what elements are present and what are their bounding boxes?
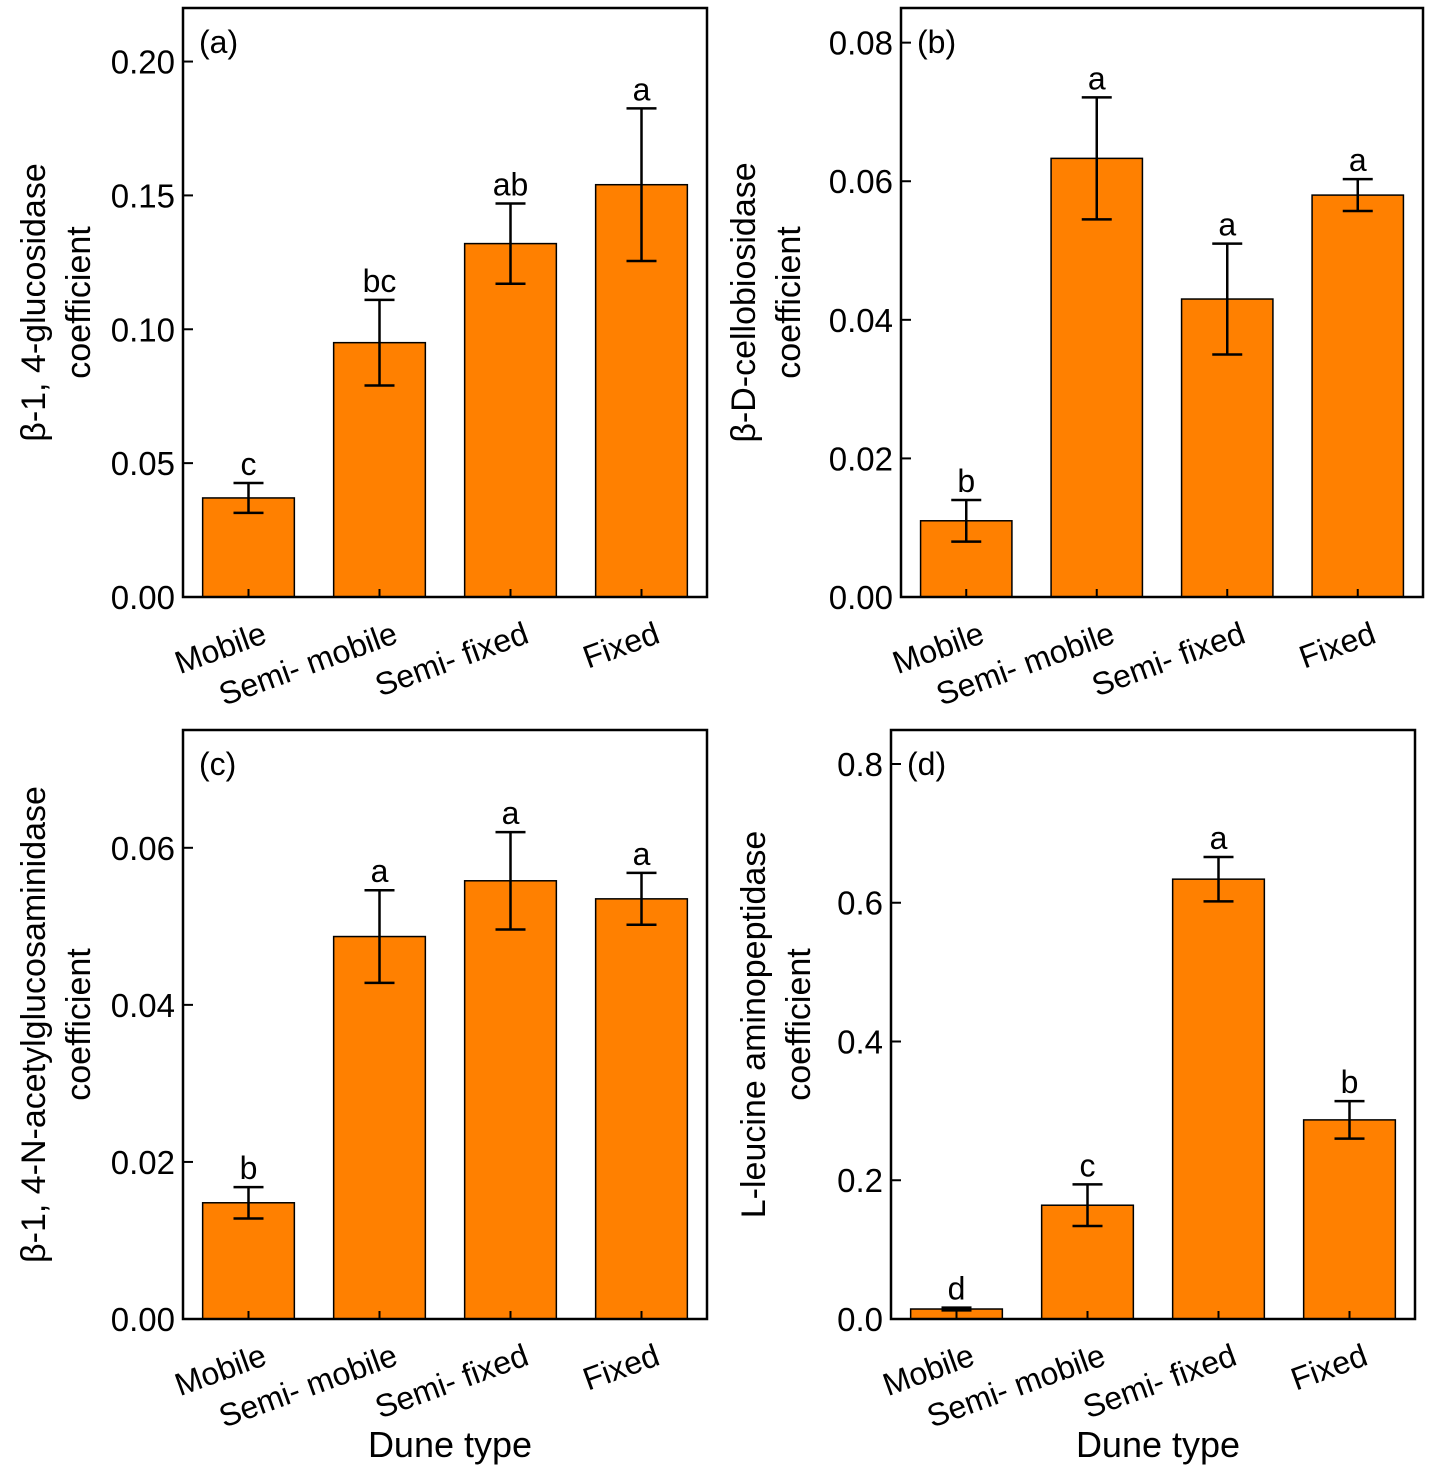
y-tick-label: 0.00 (829, 579, 893, 616)
significance-label: a (502, 795, 520, 831)
y-tick-label: 0.6 (837, 885, 883, 922)
y-axis-label: L-leucine aminopeptidase (735, 831, 773, 1218)
y-tick-label: 0.15 (111, 177, 175, 214)
significance-label: a (633, 71, 651, 107)
y-axis-label: β-1, 4-N-acetylglucosaminidase (15, 786, 53, 1263)
panel-label: (b) (917, 24, 956, 60)
x-tick-label: Fixed (578, 1337, 664, 1398)
plot-frame (899, 6, 1425, 599)
bar (594, 898, 689, 1320)
y-tick-label: 0.05 (111, 445, 175, 482)
bar (1311, 194, 1405, 598)
significance-label: c (1080, 1147, 1096, 1183)
bar (463, 880, 558, 1320)
panel-label: (c) (199, 746, 236, 782)
plot-frame (889, 728, 1417, 1321)
significance-label: b (957, 463, 975, 499)
y-tick-label: 0.00 (111, 1301, 175, 1338)
significance-label: a (1349, 142, 1367, 178)
x-tick-label: Semi- fixed (370, 615, 533, 704)
y-tick-label: 0.04 (829, 302, 893, 339)
bar (463, 242, 558, 598)
bar (201, 497, 296, 598)
significance-label: b (1341, 1064, 1359, 1100)
significance-label: b (240, 1150, 258, 1186)
significance-label: a (1088, 60, 1106, 96)
plot-frame (181, 728, 709, 1321)
y-axis-label: coefficient (60, 948, 98, 1101)
y-tick-label: 0.4 (837, 1023, 883, 1060)
significance-label: a (1210, 820, 1228, 856)
x-tick-label: Fixed (1294, 615, 1380, 676)
y-tick-label: 0.06 (111, 830, 175, 867)
y-tick-label: 0.02 (829, 440, 893, 477)
y-tick-label: 0.00 (111, 579, 175, 616)
bar (332, 935, 427, 1320)
y-tick-label: 0.04 (111, 987, 175, 1024)
y-tick-label: 0.08 (829, 25, 893, 62)
y-tick-label: 0.8 (837, 746, 883, 783)
x-tick-label: Semi- fixed (1078, 1337, 1241, 1426)
y-axis-label: β-1, 4-glucosidase (15, 163, 53, 441)
significance-label: a (633, 836, 651, 872)
panel-label: (a) (199, 24, 238, 60)
significance-label: ab (493, 166, 529, 202)
x-tick-label: Fixed (578, 615, 664, 676)
panel-label: (d) (907, 746, 946, 782)
y-tick-label: 0.02 (111, 1144, 175, 1181)
significance-label: c (241, 446, 257, 482)
y-axis-label: coefficient (770, 226, 808, 379)
bar (1171, 878, 1266, 1320)
significance-label: a (371, 853, 389, 889)
y-axis-label: coefficient (60, 226, 98, 379)
y-tick-label: 0.10 (111, 311, 175, 348)
y-axis-label: coefficient (780, 948, 818, 1101)
x-axis-label: Dune type (368, 1424, 532, 1465)
significance-label: a (1218, 207, 1236, 243)
x-tick-label: Semi- fixed (370, 1337, 533, 1426)
y-axis-label: β-D-cellobiosidase (725, 162, 763, 442)
significance-label: bc (363, 263, 397, 299)
plot-frame (181, 6, 709, 599)
bar (1302, 1119, 1397, 1320)
y-tick-label: 0.20 (111, 44, 175, 81)
x-tick-label: Fixed (1286, 1337, 1372, 1398)
bar (1050, 157, 1144, 598)
y-tick-label: 0.06 (829, 163, 893, 200)
x-axis-label: Dune type (1076, 1424, 1240, 1465)
significance-label: d (948, 1271, 966, 1307)
y-tick-label: 0.2 (837, 1162, 883, 1199)
bar (201, 1202, 296, 1320)
y-tick-label: 0.0 (837, 1301, 883, 1338)
